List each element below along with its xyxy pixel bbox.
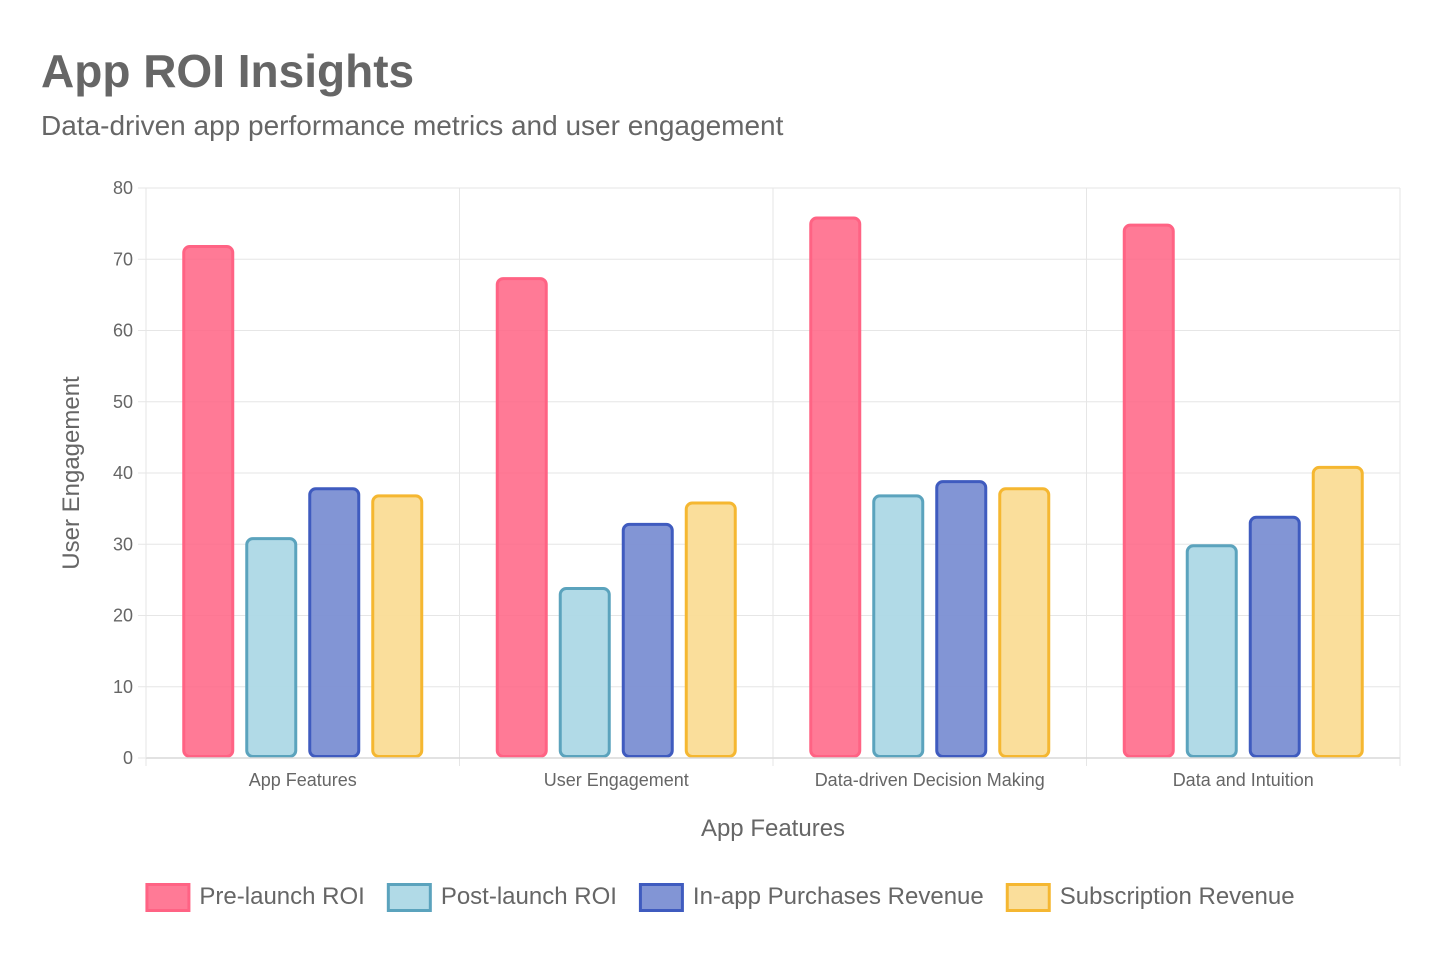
x-tick-label: Data and Intuition [1173,770,1314,790]
bar[interactable] [558,587,611,758]
bar[interactable] [495,277,548,758]
legend-item[interactable]: Subscription Revenue [1005,883,1295,912]
y-tick-label: 40 [113,463,133,483]
bar[interactable] [872,494,925,758]
axes: 0 10 20 30 40 50 60 70 80 App Features User Engage… [113,178,1400,790]
legend-label: Pre-launch ROI [199,883,364,910]
legend-label: In-app Purchases Revenue [693,883,984,910]
legend-item[interactable]: Post-launch ROI [386,883,617,912]
legend-swatch [1005,883,1051,912]
bar[interactable] [935,480,988,758]
bar[interactable] [621,522,674,758]
y-tick-label: 60 [113,321,133,341]
legend-label: Post-launch ROI [441,883,617,910]
legend-swatch [386,883,432,912]
legend-item[interactable]: Pre-launch ROI [145,883,365,912]
y-tick-label: 0 [123,748,133,768]
legend-item[interactable]: In-app Purchases Revenue [638,883,984,912]
bar[interactable] [1122,223,1175,758]
legend-swatch [638,883,684,912]
legend-label: Subscription Revenue [1060,883,1295,910]
y-tick-label: 50 [113,392,133,412]
bar[interactable] [245,537,298,758]
bar[interactable] [182,245,235,758]
bar[interactable] [1185,544,1238,758]
y-tick-label: 80 [113,178,133,198]
x-axis-title: App Features [701,815,845,842]
y-tick-label: 70 [113,249,133,269]
bar[interactable] [308,487,361,758]
y-tick-label: 10 [113,677,133,697]
y-tick-label: 30 [113,534,133,554]
legend-swatch [145,883,191,912]
bar[interactable] [1248,515,1301,758]
legend[interactable]: Pre-launch ROI Post-launch ROI In-app Purc… [145,883,1295,912]
bar[interactable] [1311,465,1364,758]
bar[interactable] [684,501,737,758]
bar[interactable] [371,494,424,758]
bars [182,216,1364,758]
chart-title: App ROI Insights [41,45,415,97]
y-tick-label: 20 [113,606,133,626]
y-axis-title: User Engagement [58,376,85,570]
chart-subtitle: Data-driven app performance metrics and … [41,110,784,141]
bar[interactable] [998,487,1051,758]
x-tick-label: User Engagement [544,770,689,790]
x-tick-label: Data-driven Decision Making [815,770,1045,790]
bar[interactable] [809,216,862,758]
x-tick-label: App Features [249,770,357,790]
